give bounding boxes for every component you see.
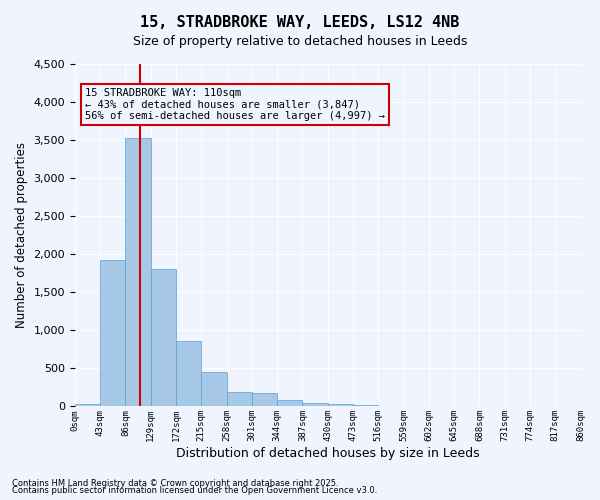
- Bar: [252, 393, 277, 406]
- Bar: [100, 260, 125, 406]
- Bar: [125, 138, 151, 406]
- Text: Contains public sector information licensed under the Open Government Licence v3: Contains public sector information licen…: [12, 486, 377, 495]
- Y-axis label: Number of detached properties: Number of detached properties: [15, 142, 28, 328]
- Bar: [151, 270, 176, 406]
- Text: Size of property relative to detached houses in Leeds: Size of property relative to detached ho…: [133, 35, 467, 48]
- Text: 15 STRADBROKE WAY: 110sqm
← 43% of detached houses are smaller (3,847)
56% of se: 15 STRADBROKE WAY: 110sqm ← 43% of detac…: [85, 88, 385, 121]
- Bar: [75, 404, 100, 406]
- Bar: [227, 392, 252, 406]
- Text: Contains HM Land Registry data © Crown copyright and database right 2025.: Contains HM Land Registry data © Crown c…: [12, 478, 338, 488]
- Bar: [202, 372, 227, 406]
- X-axis label: Distribution of detached houses by size in Leeds: Distribution of detached houses by size …: [176, 447, 479, 460]
- Bar: [328, 404, 353, 406]
- Bar: [302, 402, 328, 406]
- Bar: [277, 400, 302, 406]
- Bar: [176, 342, 202, 406]
- Bar: [353, 405, 378, 406]
- Text: 15, STRADBROKE WAY, LEEDS, LS12 4NB: 15, STRADBROKE WAY, LEEDS, LS12 4NB: [140, 15, 460, 30]
